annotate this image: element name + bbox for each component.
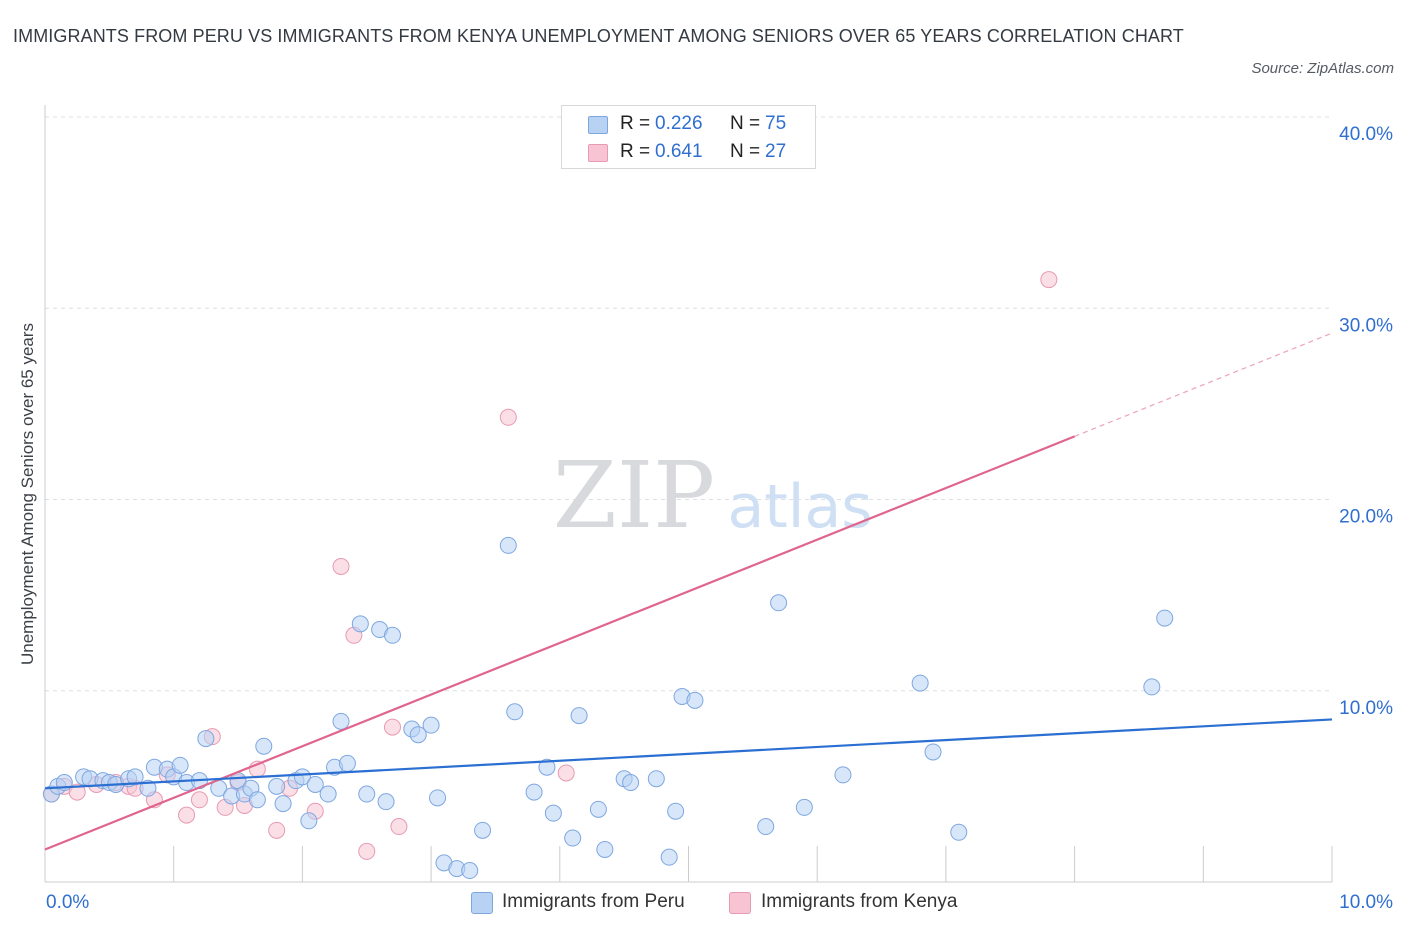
peru-legend-icon: [471, 892, 493, 914]
peru-point: [525, 783, 543, 801]
peru-point: [248, 791, 266, 809]
peru-point: [1143, 678, 1161, 696]
kenya-r-value: 0.641: [655, 141, 703, 162]
peru-point: [409, 726, 427, 744]
peru-point: [538, 758, 556, 776]
peru-point: [647, 770, 665, 788]
legend-row-kenya: R = 0.641 N = 27: [562, 139, 815, 165]
peru-point: [319, 785, 337, 803]
gridlines: [45, 116, 1332, 692]
kenya-trend-line: [44, 435, 1076, 851]
peru-point: [506, 703, 524, 721]
peru-point: [499, 536, 517, 554]
kenya-point: [268, 821, 286, 839]
peru-point: [300, 812, 318, 830]
x-ticks: [173, 846, 1333, 882]
chart-title: IMMIGRANTS FROM PERU VS IMMIGRANTS FROM …: [13, 26, 1184, 46]
peru-swatch-icon: [588, 116, 608, 134]
y-tick-label: 40.0%: [1339, 124, 1393, 145]
peru-point: [474, 821, 492, 839]
kenya-swatch-icon: [588, 144, 608, 162]
peru-point: [274, 795, 292, 813]
legend-n-label: N =: [730, 141, 761, 162]
peru-point: [171, 756, 189, 774]
peru-point: [351, 615, 369, 633]
x-tick-label-min: 0.0%: [46, 892, 89, 913]
kenya-point: [178, 806, 196, 824]
peru-point: [377, 793, 395, 811]
peru-point: [950, 823, 968, 841]
peru-trend-line: [44, 718, 1333, 790]
peru-legend-label: Immigrants from Peru: [502, 891, 685, 912]
watermark-zip: ZIP: [553, 442, 715, 549]
peru-point: [306, 775, 324, 793]
peru-point: [911, 674, 929, 692]
peru-point: [596, 840, 614, 858]
peru-point: [358, 785, 376, 803]
peru-point: [422, 716, 440, 734]
peru-n-value: 75: [765, 113, 787, 134]
peru-point: [924, 743, 942, 761]
peru-point: [461, 862, 479, 880]
y-tick-label: 30.0%: [1339, 315, 1393, 336]
kenya-legend-label: Immigrants from Kenya: [761, 891, 958, 912]
peru-point: [268, 777, 286, 795]
legend-r-label: R =: [620, 141, 651, 162]
peru-point: [589, 800, 607, 818]
legend-r-label: R =: [620, 113, 651, 134]
peru-point: [1156, 609, 1174, 627]
trend-lines: [44, 332, 1333, 851]
peru-point: [383, 626, 401, 644]
peru-point: [338, 754, 356, 772]
kenya-point: [499, 408, 517, 426]
peru-point: [197, 730, 215, 748]
peru-point: [332, 712, 350, 730]
peru-points: [42, 536, 1174, 880]
peru-point: [686, 691, 704, 709]
peru-point: [126, 768, 144, 786]
source-credit: Source: ZipAtlas.com: [1251, 60, 1394, 77]
kenya-point: [1040, 271, 1058, 289]
peru-point: [255, 737, 273, 755]
kenya-point: [190, 791, 208, 809]
kenya-point: [383, 718, 401, 736]
peru-point: [660, 848, 678, 866]
watermark: ZIP atlas: [553, 442, 873, 549]
x-tick-label-max: 10.0%: [1339, 892, 1393, 913]
y-tick-label: 10.0%: [1339, 698, 1393, 719]
peru-point: [139, 779, 157, 797]
peru-point: [770, 594, 788, 612]
peru-point: [795, 798, 813, 816]
peru-point: [667, 802, 685, 820]
peru-point: [834, 766, 852, 784]
legend-row-peru: R = 0.226 N = 75: [562, 111, 815, 137]
kenya-n-value: 27: [765, 141, 787, 162]
peru-point: [757, 818, 775, 836]
y-tick-label: 20.0%: [1339, 507, 1393, 528]
peru-point: [564, 829, 582, 847]
kenya-point: [557, 764, 575, 782]
peru-r-value: 0.226: [655, 113, 703, 134]
peru-point: [622, 774, 640, 792]
peru-point: [544, 804, 562, 822]
x-tick-labels: 0.0% 10.0%: [46, 892, 1393, 913]
peru-point: [429, 789, 447, 807]
y-tick-labels: 10.0% 20.0% 30.0% 40.0%: [1339, 124, 1393, 719]
kenya-trend-extension: [1074, 332, 1333, 437]
kenya-point: [332, 557, 350, 575]
kenya-point: [390, 818, 408, 836]
peru-point: [293, 768, 311, 786]
peru-point: [570, 707, 588, 725]
kenya-legend-icon: [729, 892, 751, 914]
kenya-point: [358, 842, 376, 860]
stats-legend: R = 0.226 N = 75 R = 0.641 N = 27: [561, 105, 816, 169]
watermark-atlas: atlas: [728, 472, 873, 542]
kenya-point: [68, 783, 86, 801]
legend-n-label: N =: [730, 113, 761, 134]
